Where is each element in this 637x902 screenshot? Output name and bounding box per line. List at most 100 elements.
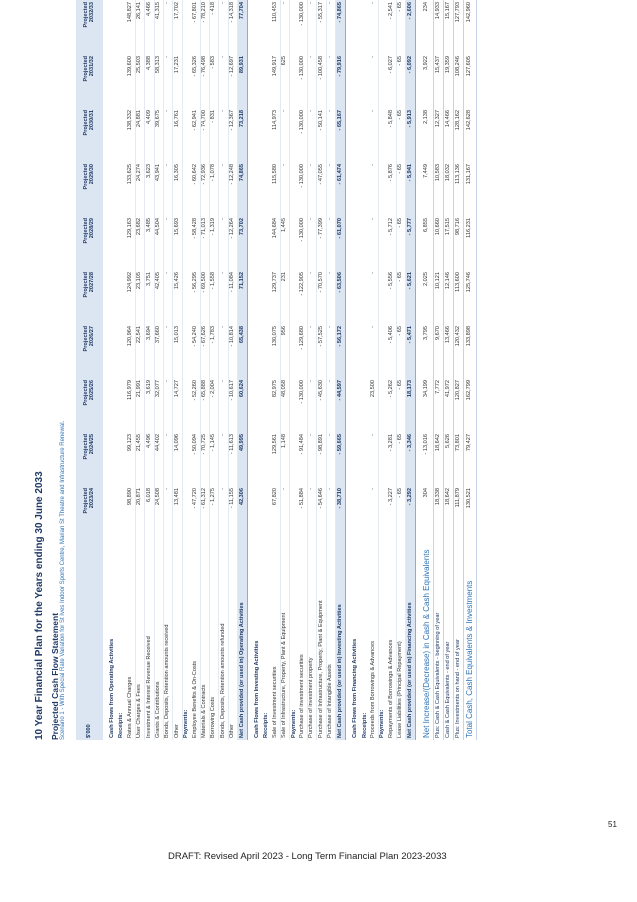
value-cell: 108,246 — [453, 54, 464, 108]
value-cell: 3,922 — [421, 54, 434, 108]
section-heading-row: Cash Flows from Investing Activities — [253, 0, 263, 740]
value-cell: - 10,814 — [228, 324, 238, 378]
row-label: Other — [172, 540, 183, 740]
header-year: 2031/32 — [88, 56, 95, 77]
value-cell: - — [280, 486, 290, 540]
row-label: Cash Flows from Operating Activities — [109, 638, 116, 738]
value-cell: 130,521 — [463, 486, 477, 540]
year-header: Projected 2032/33 — [76, 0, 103, 54]
value-cell: - — [307, 216, 317, 270]
value-cell: - 6,027 — [387, 54, 397, 108]
table-row: Bonds, Deposits, Retention amounts refun… — [218, 0, 229, 740]
value-cell: - — [218, 486, 229, 540]
value-cell: - 13,016 — [421, 432, 434, 486]
table-row: Lease Liabilities (Principal Repayment) -… — [396, 0, 406, 740]
value-cell: - — [369, 108, 379, 162]
value-cell: - 831 — [209, 108, 219, 162]
value-cell: 956 — [280, 324, 290, 378]
value-cell: 113,600 — [453, 270, 464, 324]
group-heading-row: Payments: — [182, 0, 191, 740]
value-cell: - — [369, 54, 379, 108]
value-cell: 114,973 — [271, 108, 281, 162]
value-cell: - — [369, 324, 379, 378]
value-cell: 3,623 — [144, 162, 155, 216]
value-cell: 41,315 — [154, 0, 164, 54]
value-cell: 6,855 — [421, 216, 434, 270]
value-cell: - — [307, 270, 317, 324]
value-cell: - 62,941 — [191, 108, 201, 162]
table-row: Purchase of Intangible Assets - - - - - - - - - - — [326, 0, 336, 740]
value-cell: 10,660 — [433, 216, 444, 270]
value-cell: - — [307, 486, 317, 540]
year-header: Projected 2025/26 — [76, 378, 103, 432]
value-cell: - 65 — [396, 0, 406, 54]
value-cell: - — [326, 216, 336, 270]
value-cell: 58,313 — [154, 54, 164, 108]
table-row: Sale of Investment securities 67,820 129,5… — [271, 0, 281, 740]
value-cell: - 130,000 — [298, 378, 308, 432]
value-cell: 65,438 — [237, 324, 248, 378]
value-cell: 44,402 — [154, 432, 164, 486]
value-cell: 4,496 — [144, 432, 155, 486]
total-row: Net Cash provided (or used in) Investing… — [335, 0, 346, 740]
value-cell: 20,871 — [135, 486, 145, 540]
table-row: Net Increase/(Decrease) in Cash & Cash E… — [421, 0, 434, 740]
value-cell: - 61,474 — [335, 162, 346, 216]
value-cell: - — [307, 108, 317, 162]
value-cell: - — [307, 324, 317, 378]
value-cell: - 12,367 — [228, 108, 238, 162]
table-row: Proceeds from Borrowings & Advances - -23,… — [369, 0, 379, 740]
table-body: Cash Flows from Operating Activities Rece… — [103, 0, 477, 740]
value-cell: 22,541 — [135, 324, 145, 378]
value-cell: - 56,295 — [191, 270, 201, 324]
value-cell: 39,675 — [154, 108, 164, 162]
table-row: Borrowing Costs - 1,275- 1,145- 2,004- 1,… — [209, 0, 219, 740]
value-cell: 42,306 — [237, 486, 248, 540]
row-label: Repayments of Borrowings & Advances — [387, 540, 397, 740]
value-cell: - 5,471 — [405, 324, 416, 378]
value-cell: 24,881 — [135, 108, 145, 162]
header-year: 2027/28 — [88, 272, 95, 293]
cash-flow-table: $'000 Projected 2023/24 Projected 2024/25 Pr… — [76, 0, 477, 740]
value-cell: 10,121 — [433, 270, 444, 324]
value-cell: 23,682 — [135, 216, 145, 270]
value-cell: 133,625 — [126, 162, 136, 216]
row-label: Borrowing Costs — [209, 540, 219, 740]
row-label: Employee Benefits & On-Costs — [191, 540, 201, 740]
value-cell: 18,642 — [433, 432, 444, 486]
value-cell: - 79,916 — [335, 54, 346, 108]
value-cell: - 583 — [209, 54, 219, 108]
table-row: Plus: Investments on hand - end of year 1… — [453, 0, 464, 740]
value-cell: - 1,275 — [209, 486, 219, 540]
value-cell: - — [280, 0, 290, 54]
value-cell: 9,670 — [433, 324, 444, 378]
value-cell: 120,964 — [126, 324, 136, 378]
value-cell: 148,827 — [126, 0, 136, 54]
value-cell: 142,628 — [463, 108, 477, 162]
value-cell: - 1,078 — [209, 162, 219, 216]
value-cell: - 3,292 — [405, 486, 416, 540]
value-cell: - 5,621 — [405, 270, 416, 324]
value-cell: 127,605 — [463, 54, 477, 108]
group-heading-row: Receipts: — [361, 0, 369, 740]
value-cell: - 45,630 — [316, 378, 327, 432]
row-label: Plus: Investments on hand - end of year — [453, 540, 464, 740]
value-cell: - 3,346 — [405, 432, 416, 486]
year-header: Projected 2029/30 — [76, 162, 103, 216]
value-cell: 2,025 — [421, 270, 434, 324]
value-cell: - — [369, 432, 379, 486]
value-cell: - 76,498 — [200, 54, 210, 108]
header-year: 2026/27 — [88, 326, 95, 347]
table-row: Repayments of Borrowings & Advances - 3,2… — [387, 0, 397, 740]
value-cell: 18,173 — [405, 378, 416, 432]
row-label: Sale of Infrastructure, Property, Plant … — [280, 540, 290, 740]
value-cell: 110,453 — [271, 0, 281, 54]
row-label: Net Cash provided (or used in) Financing… — [405, 540, 416, 740]
row-label: Net Cash provided (or used in) Investing… — [335, 540, 346, 740]
value-cell: - — [163, 54, 173, 108]
value-cell: - 1,558 — [209, 270, 219, 324]
value-cell: 16,761 — [172, 108, 183, 162]
value-cell: 129,737 — [271, 270, 281, 324]
value-cell: 73,218 — [237, 108, 248, 162]
table-row: Plus: Cash & Cash Equivalents - beginnin… — [433, 0, 444, 740]
